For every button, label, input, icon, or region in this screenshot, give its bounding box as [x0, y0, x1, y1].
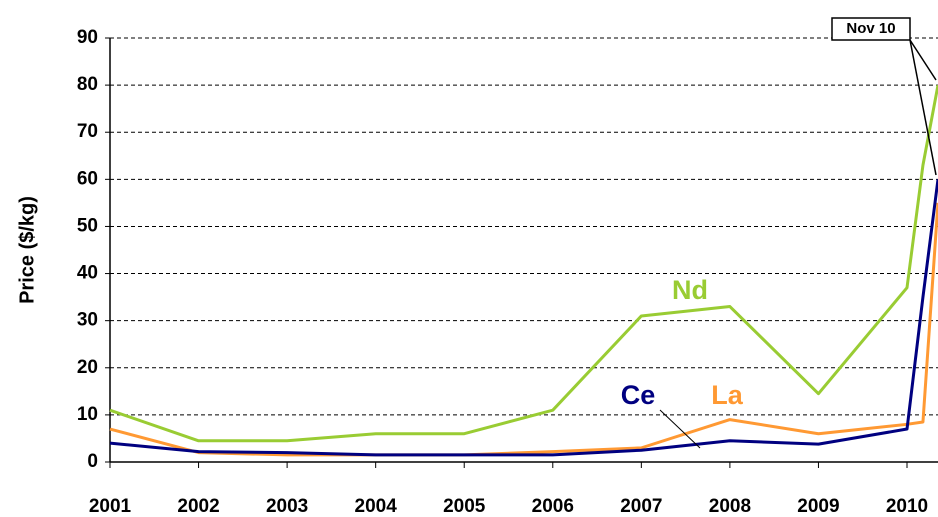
leader-line	[659, 409, 701, 449]
x-tick-label: 2010	[886, 496, 928, 517]
x-tick-label: 2001	[89, 496, 132, 517]
y-tick-label: 60	[77, 168, 98, 189]
annotation: Nov 10	[846, 20, 895, 37]
y-tick-label: 70	[77, 121, 98, 142]
y-tick-label: 50	[77, 215, 98, 236]
y-tick-label: 80	[77, 74, 98, 95]
series-line	[109, 202, 938, 457]
x-tick-label: 2005	[443, 496, 486, 517]
y-tick-label: 30	[77, 310, 98, 331]
x-tick-label: 2009	[797, 496, 839, 517]
x-tick-label: 2006	[532, 496, 574, 517]
series-label: Ce	[621, 380, 656, 410]
y-tick-label: 10	[77, 404, 98, 425]
x-tick-label: 2004	[355, 496, 398, 517]
series-line	[109, 84, 938, 443]
arrow	[909, 39, 937, 176]
y-tick-label: 0	[87, 451, 98, 472]
series-line	[109, 179, 938, 457]
x-tick-label: 2008	[709, 496, 751, 517]
arrow	[909, 39, 937, 81]
x-tick-label: 2002	[177, 496, 219, 517]
series-label: Nd	[672, 275, 708, 305]
series-label: La	[711, 380, 743, 410]
y-tick-label: 90	[77, 27, 98, 48]
x-tick-label: 2007	[620, 496, 662, 517]
y-tick-label: 40	[77, 263, 98, 284]
y-axis-label: Price ($/kg)	[16, 196, 38, 304]
annotation-box	[831, 17, 911, 41]
y-tick-label: 20	[77, 357, 98, 378]
x-tick-label: 2003	[266, 496, 308, 517]
